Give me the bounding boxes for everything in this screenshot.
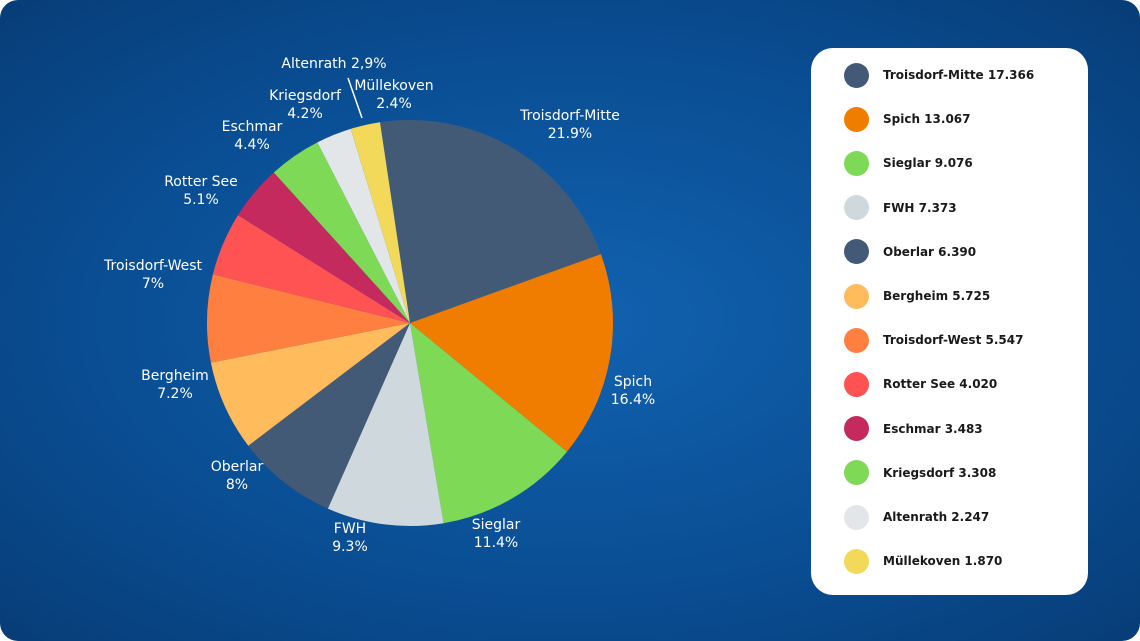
legend-label: Rotter See 4.020 bbox=[883, 377, 998, 392]
legend-label: Kriegsdorf 3.308 bbox=[883, 465, 997, 480]
slice-label-name: Sieglar bbox=[472, 517, 521, 533]
legend-swatch bbox=[844, 239, 869, 265]
pie-slice-altenrath bbox=[317, 128, 410, 323]
legend-item: Oberlar 6.390 bbox=[844, 239, 976, 265]
slice-label-name: Eschmar bbox=[222, 119, 283, 135]
slice-label-group: Spich 16.4% bbox=[611, 374, 655, 408]
legend-swatch bbox=[844, 416, 869, 442]
pie-slice-sieglar bbox=[410, 323, 567, 524]
slice-label-name: Bergheim bbox=[141, 368, 209, 384]
pie-slice-spich bbox=[410, 254, 614, 452]
legend-panel: Troisdorf-Mitte 17.366 Spich 13.067 Siegla… bbox=[811, 48, 1088, 595]
slice-label-percent: 5.1% bbox=[183, 192, 219, 208]
pie-slice-m-llekoven bbox=[350, 122, 410, 323]
slice-label-group: Troisdorf-Mitte 21.9% bbox=[519, 108, 620, 142]
legend-label: Eschmar 3.483 bbox=[883, 421, 983, 436]
slice-label-name: Troisdorf-West bbox=[103, 258, 202, 274]
slice-label-name: Müllekoven bbox=[354, 78, 433, 94]
legend-item: Müllekoven 1.870 bbox=[844, 548, 1002, 574]
legend-swatch bbox=[844, 106, 869, 132]
legend-swatch bbox=[844, 460, 869, 486]
slice-label-group: Oberlar 8% bbox=[211, 459, 264, 493]
pie-slice-troisdorf-mitte bbox=[379, 119, 601, 323]
slice-label-percent: 4.2% bbox=[287, 106, 323, 122]
slice-label-group: Eschmar 4.4% bbox=[222, 119, 283, 153]
legend-swatch bbox=[844, 327, 869, 353]
slice-label-percent: 16.4% bbox=[611, 392, 655, 408]
legend-item: FWH 7.373 bbox=[844, 195, 957, 221]
legend-label: Spich 13.067 bbox=[883, 112, 971, 127]
pie-slice-fwh bbox=[327, 323, 444, 527]
legend-item: Troisdorf-West 5.547 bbox=[844, 327, 1023, 353]
legend-label: Müllekoven 1.870 bbox=[883, 554, 1003, 569]
legend-swatch bbox=[844, 283, 869, 309]
legend-label: Altenrath 2.247 bbox=[883, 510, 990, 524]
legend-item: Eschmar 3.483 bbox=[844, 416, 983, 442]
legend-swatch bbox=[844, 150, 869, 176]
slice-label-group: FWH 9.3% bbox=[332, 521, 368, 555]
slice-label-percent: 11.4% bbox=[474, 535, 518, 551]
slice-label-percent: 2.4% bbox=[376, 96, 412, 112]
legend-item: Altenrath 2.247 bbox=[844, 504, 989, 530]
slice-label-name: Rotter See bbox=[164, 174, 238, 190]
legend-label: Bergheim 5.725 bbox=[883, 289, 991, 303]
legend-swatch bbox=[844, 195, 869, 221]
slice-label-group: Müllekoven 2.4% bbox=[354, 78, 433, 112]
slice-label-name: Troisdorf-Mitte bbox=[519, 108, 620, 124]
pie-slice-troisdorf-west bbox=[207, 274, 410, 363]
slice-label-group: Troisdorf-West 7% bbox=[103, 258, 202, 292]
pie-slice-eschmar bbox=[238, 172, 410, 323]
slice-label-percent: 4.4% bbox=[234, 137, 270, 153]
legend-item: Bergheim 5.725 bbox=[844, 283, 990, 309]
slice-label-percent: 7% bbox=[142, 276, 164, 292]
legend-item: Rotter See 4.020 bbox=[844, 371, 997, 397]
slice-label-percent: 7.2% bbox=[157, 386, 193, 402]
legend-swatch bbox=[844, 504, 869, 530]
slice-label-percent: 21.9% bbox=[548, 126, 592, 142]
altenrath-leader-line bbox=[347, 77, 363, 119]
legend-item: Sieglar 9.076 bbox=[844, 150, 973, 176]
slice-label-name: Kriegsdorf bbox=[269, 88, 342, 104]
slice-label-group: Rotter See 5.1% bbox=[164, 174, 238, 208]
slice-label-group: Bergheim 7.2% bbox=[141, 368, 209, 402]
pie-slice-bergheim bbox=[210, 323, 410, 446]
legend-swatch bbox=[844, 548, 869, 574]
slice-label-percent: 8% bbox=[226, 477, 248, 493]
legend-swatch bbox=[844, 62, 869, 88]
slice-label-group: Kriegsdorf 4.2% bbox=[269, 88, 342, 122]
pie-slice-rotter-see bbox=[212, 215, 410, 323]
slice-label-group: Altenrath 2,9% bbox=[281, 56, 386, 72]
slice-label-group: Sieglar 11.4% bbox=[472, 517, 521, 551]
slice-label-name: Spich bbox=[614, 374, 652, 390]
legend-label: Sieglar 9.076 bbox=[883, 156, 973, 171]
slice-label-altenrath: Altenrath 2,9% bbox=[281, 56, 386, 72]
slice-label-name: Oberlar bbox=[211, 459, 264, 475]
pie-slice-kriegsdorf bbox=[273, 142, 410, 323]
legend-item: Troisdorf-Mitte 17.366 bbox=[844, 62, 1034, 88]
slice-label-name: FWH bbox=[334, 521, 366, 537]
pie-slice-oberlar bbox=[248, 323, 410, 509]
legend-label: Troisdorf-West 5.547 bbox=[883, 333, 1024, 348]
legend-label: Troisdorf-Mitte 17.366 bbox=[883, 68, 1035, 82]
legend-item: Spich 13.067 bbox=[844, 106, 971, 132]
slice-label-percent: 9.3% bbox=[332, 539, 368, 555]
legend-item: Kriegsdorf 3.308 bbox=[844, 460, 996, 486]
legend-label: Oberlar 6.390 bbox=[883, 244, 977, 259]
legend-swatch bbox=[844, 371, 869, 397]
legend-label: FWH 7.373 bbox=[883, 200, 957, 215]
